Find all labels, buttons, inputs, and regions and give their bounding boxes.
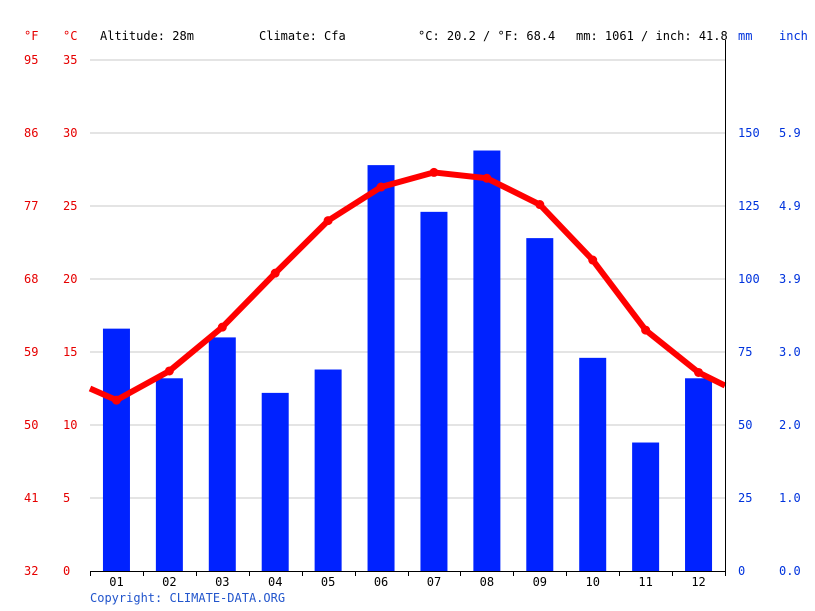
axis-labels: 01 02 03 04 05 06 07 08 09 10 11 12 32 0 41 5 50 10 59 15 68… <box>24 53 801 589</box>
precipitation-bar <box>367 165 395 571</box>
fahrenheit-tick-label: 77 <box>24 199 38 213</box>
x-tick-label: 03 <box>215 575 229 589</box>
precipitation-bar <box>632 442 660 571</box>
precipitation-bar <box>102 328 130 571</box>
precipitation-bar <box>526 238 554 571</box>
celsius-tick-label: 5 <box>63 491 70 505</box>
mm-tick-label: 150 <box>738 126 760 140</box>
unit-mm-label: mm <box>738 29 752 43</box>
x-tick-label: 04 <box>268 575 282 589</box>
x-tick-label: 06 <box>374 575 388 589</box>
fahrenheit-tick-label: 41 <box>24 491 38 505</box>
unit-fahrenheit-label: °F <box>24 29 38 43</box>
celsius-tick-label: 15 <box>63 345 77 359</box>
x-tick-label: 12 <box>691 575 705 589</box>
mm-tick-label: 0 <box>738 564 745 578</box>
x-tick-label: 02 <box>162 575 176 589</box>
temperature-point <box>111 395 121 405</box>
precipitation-bar <box>314 369 342 571</box>
celsius-tick-label: 10 <box>63 418 77 432</box>
axes <box>90 40 726 576</box>
fahrenheit-tick-label: 50 <box>24 418 38 432</box>
inch-tick-label: 5.9 <box>779 126 801 140</box>
inch-tick-label: 2.0 <box>779 418 801 432</box>
x-tick-label: 11 <box>638 575 652 589</box>
precipitation-bar <box>420 211 448 571</box>
x-tick-label: 07 <box>427 575 441 589</box>
inch-tick-label: 4.9 <box>779 199 801 213</box>
precipitation-bar <box>208 337 236 571</box>
mm-tick-label: 100 <box>738 272 760 286</box>
temperature-point <box>429 167 439 177</box>
temperature-point <box>323 216 333 226</box>
celsius-tick-label: 0 <box>63 564 70 578</box>
mm-tick-label: 125 <box>738 199 760 213</box>
inch-tick-label: 3.0 <box>779 345 801 359</box>
mm-tick-label: 50 <box>738 418 752 432</box>
x-tick-label: 01 <box>109 575 123 589</box>
celsius-tick-label: 30 <box>63 126 77 140</box>
fahrenheit-tick-label: 86 <box>24 126 38 140</box>
x-tick-label: 09 <box>533 575 547 589</box>
precipitation-bar <box>261 392 289 571</box>
unit-inch-label: inch <box>779 29 808 43</box>
climate-chart: °F °C Altitude: 28m Climate: Cfa °C: 20.… <box>24 29 808 589</box>
altitude-label: Altitude: 28m <box>100 29 194 43</box>
grid-lines <box>90 59 725 499</box>
celsius-tick-label: 35 <box>63 53 77 67</box>
fahrenheit-tick-label: 59 <box>24 345 38 359</box>
x-tick-label: 08 <box>480 575 494 589</box>
temperature-point <box>588 255 598 265</box>
precipitation-bar <box>155 378 183 571</box>
climate-label: Climate: Cfa <box>259 29 346 43</box>
celsius-tick-label: 25 <box>63 199 77 213</box>
temperature-line-path <box>88 169 727 404</box>
copyright-footer: Copyright: CLIMATE-DATA.ORG <box>90 591 286 605</box>
inch-tick-label: 0.0 <box>779 564 801 578</box>
temperature-point <box>694 367 704 377</box>
temperature-point <box>535 200 545 210</box>
precipitation-bar <box>685 378 713 571</box>
temperature-point <box>641 325 651 335</box>
precipitation-bar <box>579 357 607 571</box>
temperature-point <box>376 182 386 192</box>
inch-tick-label: 3.9 <box>779 272 801 286</box>
temperature-average-label: °C: 20.2 / °F: 68.4 <box>418 29 555 43</box>
x-tick-label: 10 <box>585 575 599 589</box>
temperature-line <box>88 167 727 405</box>
unit-celsius-label: °C <box>63 29 77 43</box>
temperature-point <box>270 268 280 278</box>
precipitation-bar <box>473 150 501 571</box>
temperature-point <box>482 173 492 183</box>
mm-tick-label: 25 <box>738 491 752 505</box>
fahrenheit-tick-label: 32 <box>24 564 38 578</box>
precipitation-bars <box>102 150 713 571</box>
inch-tick-label: 1.0 <box>779 491 801 505</box>
fahrenheit-tick-label: 95 <box>24 53 38 67</box>
temperature-point <box>164 366 174 376</box>
mm-tick-label: 75 <box>738 345 752 359</box>
temperature-point <box>217 322 227 332</box>
fahrenheit-tick-label: 68 <box>24 272 38 286</box>
precipitation-average-label: mm: 1061 / inch: 41.8 <box>576 29 728 43</box>
celsius-tick-label: 20 <box>63 272 77 286</box>
x-tick-label: 05 <box>321 575 335 589</box>
